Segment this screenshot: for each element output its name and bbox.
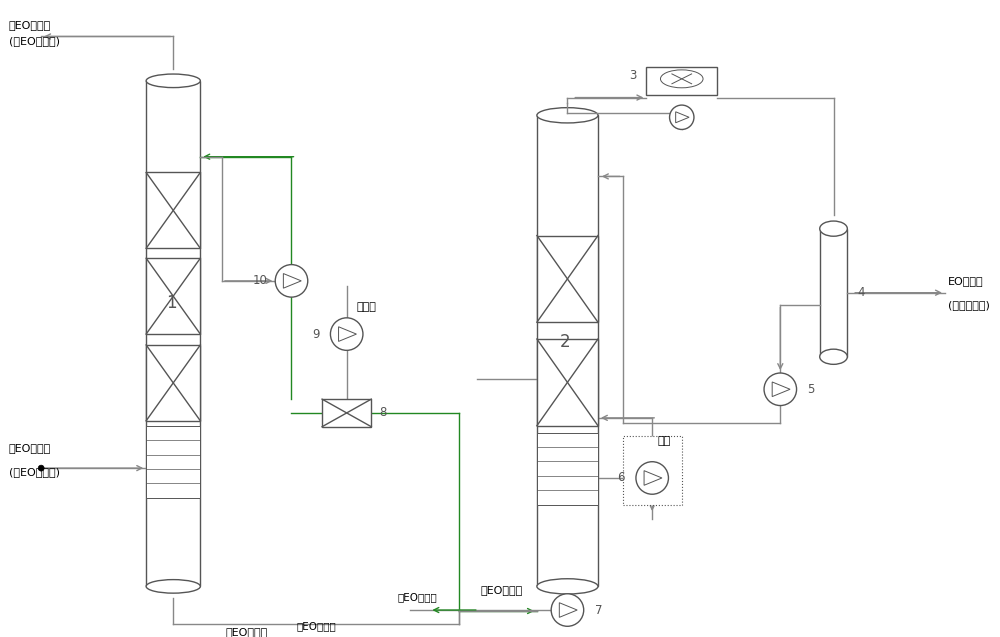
Text: 1: 1 [166,294,177,311]
Ellipse shape [820,349,847,364]
Polygon shape [772,382,790,397]
Polygon shape [537,115,598,587]
Ellipse shape [146,74,200,87]
Ellipse shape [537,108,598,123]
Ellipse shape [146,580,200,593]
Polygon shape [537,236,598,322]
Polygon shape [559,603,577,617]
Polygon shape [146,345,200,421]
Polygon shape [646,67,717,95]
Circle shape [636,462,668,494]
Polygon shape [146,426,200,497]
Text: (至后续工段): (至后续工段) [948,299,990,310]
Text: 富EO吸收水: 富EO吸收水 [225,627,267,637]
Polygon shape [820,229,847,357]
Circle shape [38,465,44,471]
Text: (至EO反应器): (至EO反应器) [9,36,60,47]
Text: 4: 4 [857,286,865,299]
Polygon shape [283,273,301,288]
Circle shape [330,318,363,350]
Polygon shape [322,399,371,427]
Text: 7: 7 [595,603,602,617]
Ellipse shape [820,221,847,236]
Text: 10: 10 [253,275,268,287]
Polygon shape [146,258,200,334]
Text: 冷却水: 冷却水 [357,303,376,312]
Ellipse shape [537,579,598,594]
Text: 贫EO工艺气: 贫EO工艺气 [9,20,51,29]
Text: 贫EO吸收水: 贫EO吸收水 [480,585,523,596]
Polygon shape [537,433,598,505]
Text: 2: 2 [560,333,571,351]
Polygon shape [146,173,200,248]
Circle shape [764,373,797,406]
Polygon shape [644,471,662,485]
Polygon shape [623,436,682,505]
Text: 3: 3 [629,69,636,82]
Text: 贫EO吸收水: 贫EO吸收水 [398,592,438,602]
Text: 9: 9 [312,327,320,341]
Text: 富EO吸收水: 富EO吸收水 [296,621,336,631]
Text: 8: 8 [379,406,387,419]
Text: 5: 5 [808,383,815,396]
Polygon shape [339,327,356,341]
Circle shape [670,105,694,129]
Text: (自EO反应器): (自EO反应器) [9,467,60,477]
Text: 6: 6 [618,471,625,485]
Ellipse shape [660,70,703,88]
Text: 富EO工艺气: 富EO工艺气 [9,443,51,454]
Polygon shape [146,81,200,587]
Text: EO汽蒸气: EO汽蒸气 [948,276,983,286]
Circle shape [551,594,584,626]
Text: 蒸汽: 蒸汽 [657,436,670,447]
Polygon shape [537,339,598,426]
Polygon shape [676,111,689,123]
Circle shape [275,264,308,297]
